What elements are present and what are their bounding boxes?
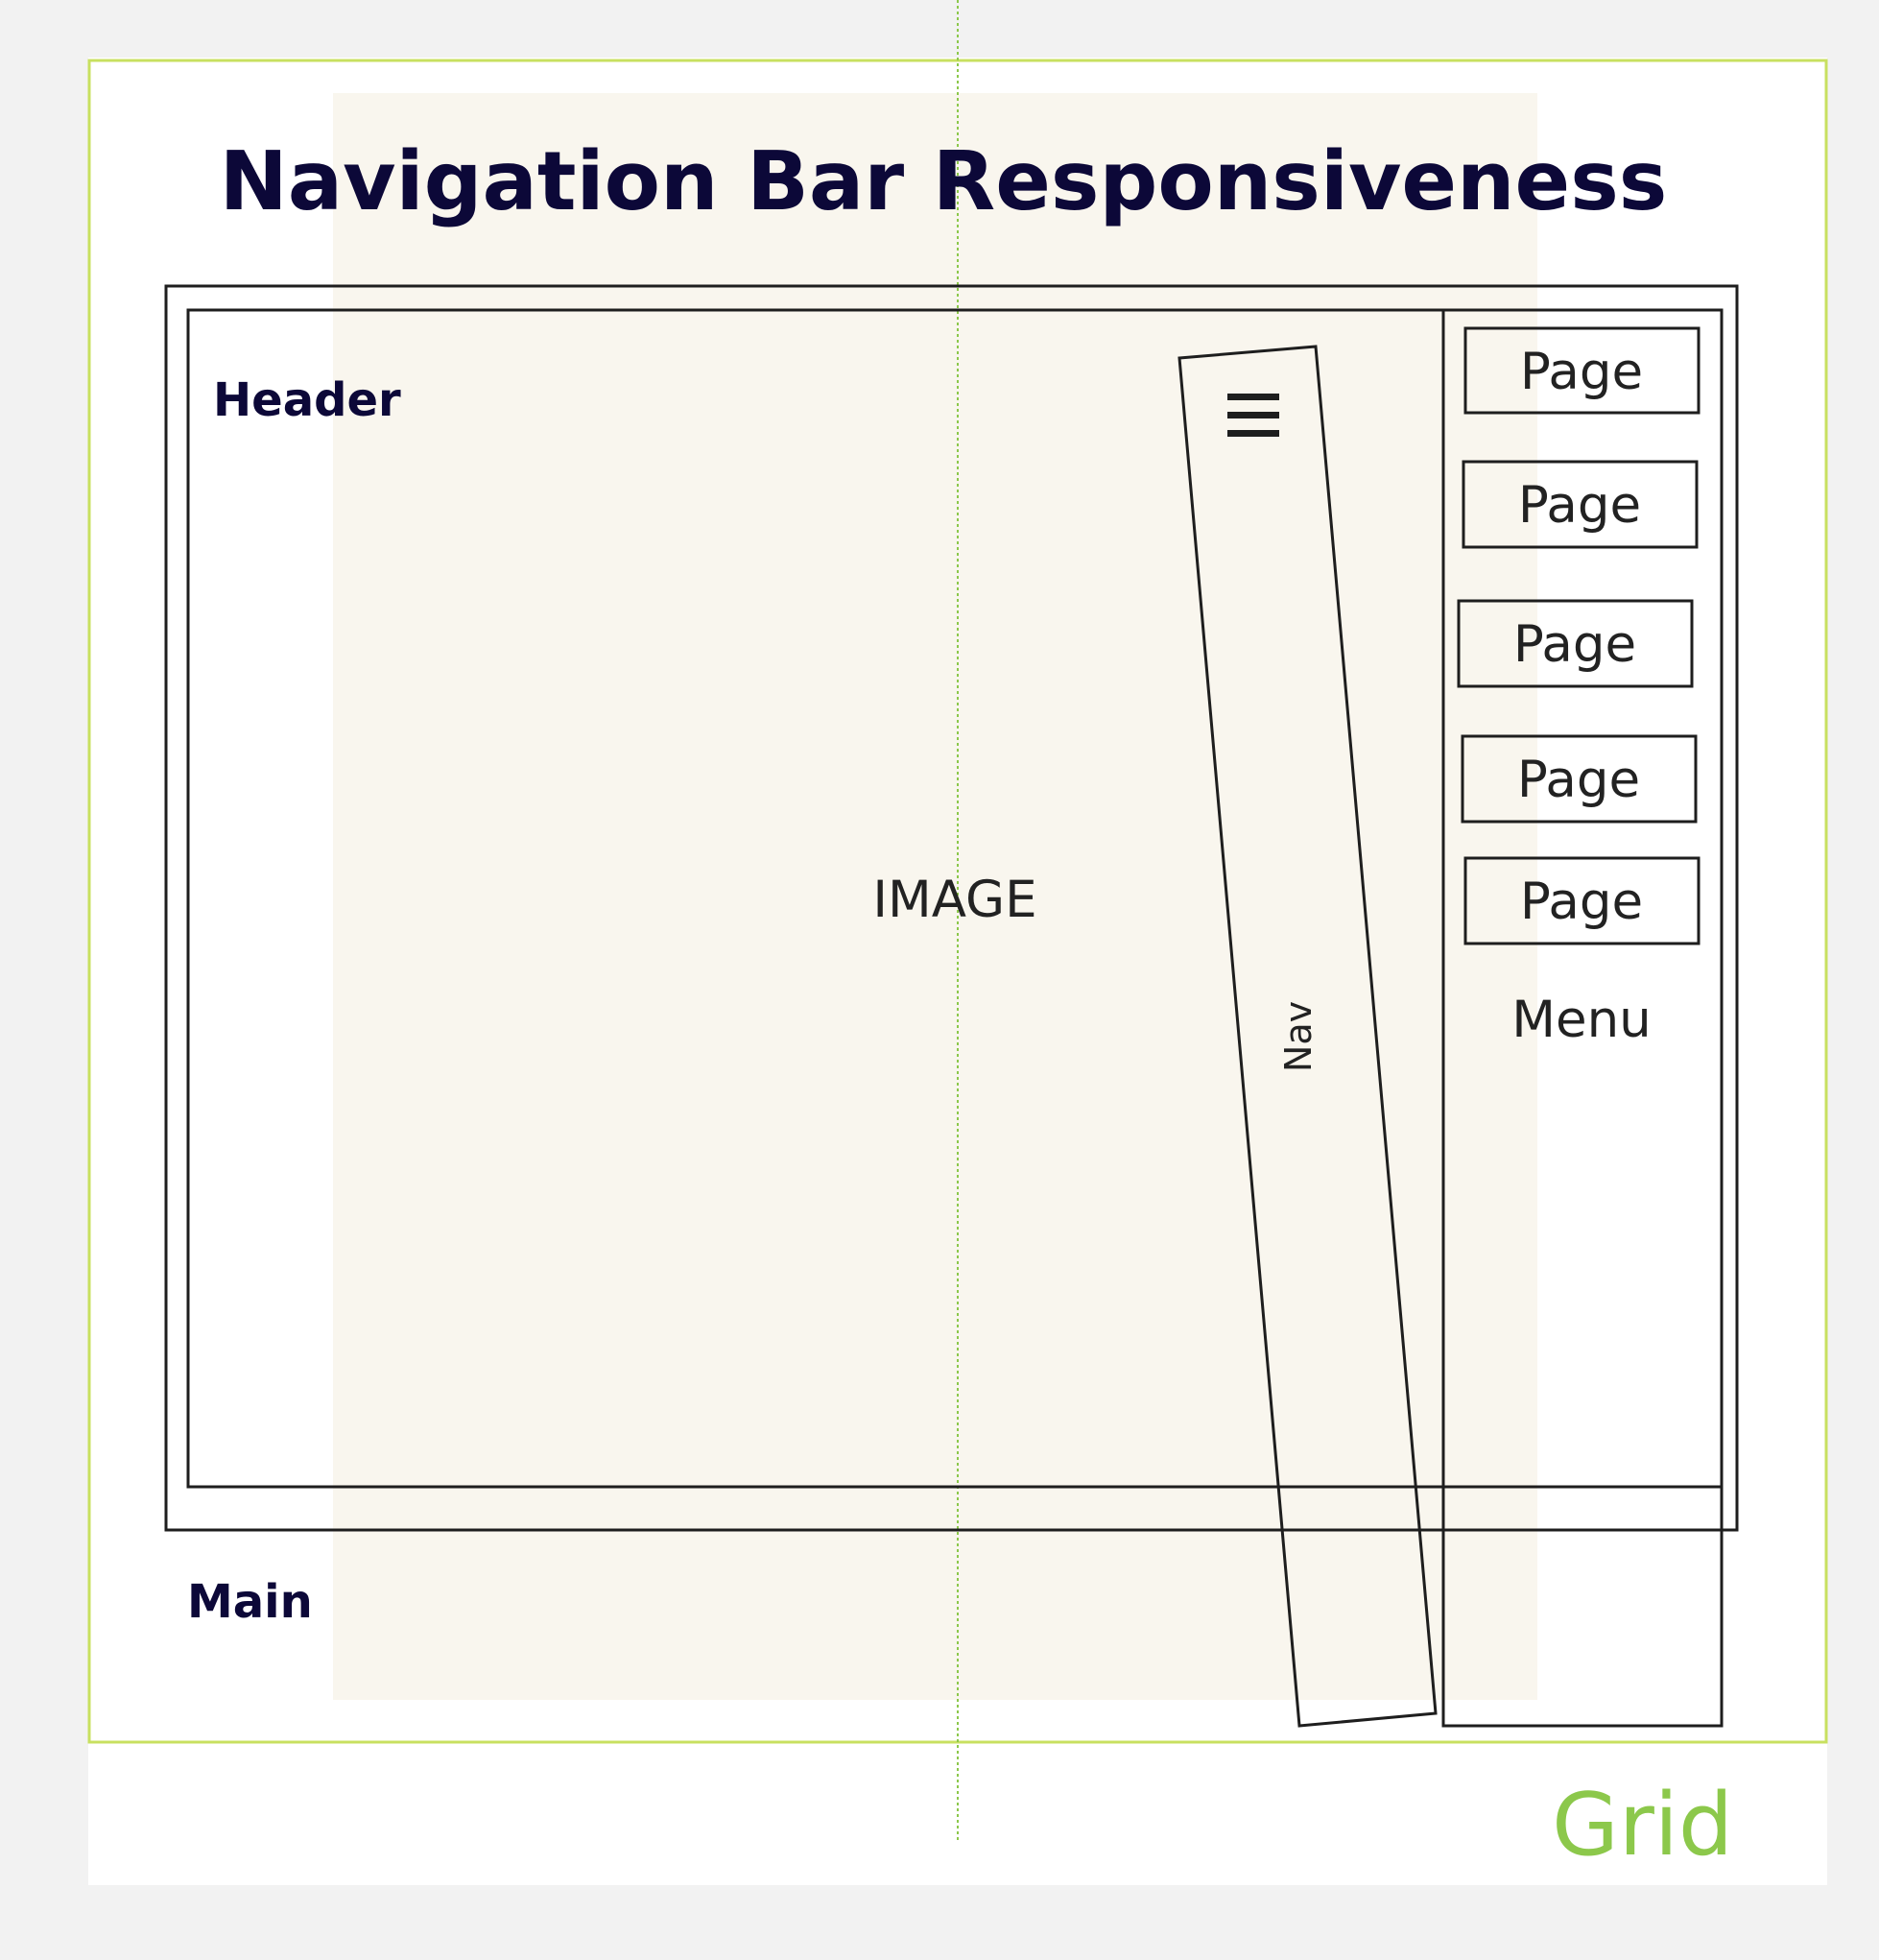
menu-page-label: Page [1517, 751, 1640, 809]
menu-page-item[interactable]: Page [1462, 460, 1699, 549]
grid-label: Grid [1552, 1775, 1733, 1876]
menu-page-item[interactable]: Page [1461, 734, 1698, 824]
main-label: Main [187, 1575, 313, 1629]
image-label: IMAGE [872, 871, 1036, 929]
nav-bar-outline [1177, 345, 1438, 1728]
nav-bar: Nav [1177, 345, 1438, 1728]
menu-page-item[interactable]: Page [1463, 856, 1701, 945]
hamburger-menu-icon[interactable] [1227, 394, 1279, 437]
menu-page-label: Page [1520, 343, 1643, 401]
nav-label: Nav [1277, 1001, 1320, 1072]
menu-page-item[interactable]: Page [1457, 599, 1694, 688]
menu-page-label: Page [1513, 615, 1636, 674]
menu-panel [1441, 308, 1724, 1728]
menu-label: Menu [1511, 991, 1652, 1049]
menu-page-label: Page [1520, 872, 1643, 931]
menu-page-item[interactable]: Page [1463, 326, 1701, 415]
menu-page-label: Page [1518, 476, 1641, 535]
main-box [164, 284, 1739, 1532]
grid-column [333, 93, 1537, 1700]
header-label: Header [213, 373, 401, 427]
page-title: Navigation Bar Responsiveness [220, 134, 1668, 229]
menu-page-list: Page Page Page Page Page [1457, 326, 1701, 945]
